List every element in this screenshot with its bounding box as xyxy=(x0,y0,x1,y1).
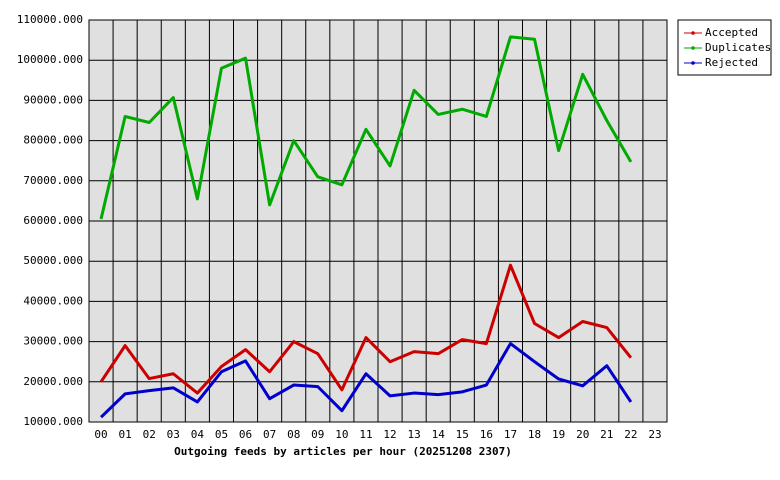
series-line xyxy=(99,35,633,220)
y-tick-label: 20000.000 xyxy=(23,375,83,388)
legend-label: Accepted xyxy=(705,26,758,39)
legend-label: Duplicates xyxy=(705,41,771,54)
x-tick-label: 21 xyxy=(600,428,613,441)
legend-marker xyxy=(691,31,695,35)
x-tick-label: 18 xyxy=(528,428,541,441)
series-line xyxy=(99,263,633,395)
legend-marker xyxy=(691,61,695,65)
x-tick-label: 10 xyxy=(335,428,348,441)
x-tick-label: 12 xyxy=(383,428,396,441)
x-tick-label: 19 xyxy=(552,428,565,441)
x-tick-label: 23 xyxy=(648,428,661,441)
y-tick-label: 50000.000 xyxy=(23,254,83,267)
x-tick-label: 17 xyxy=(504,428,517,441)
x-tick-label: 13 xyxy=(408,428,421,441)
y-tick-label: 40000.000 xyxy=(23,294,83,307)
y-tick-label: 80000.000 xyxy=(23,134,83,147)
x-tick-label: 11 xyxy=(359,428,372,441)
x-tick-label: 01 xyxy=(119,428,132,441)
x-tick-label: 04 xyxy=(191,428,205,441)
y-tick-label: 70000.000 xyxy=(23,174,83,187)
x-tick-label: 22 xyxy=(624,428,637,441)
series-line xyxy=(99,342,633,419)
y-tick-label: 110000.000 xyxy=(17,13,83,26)
legend-label: Rejected xyxy=(705,56,758,69)
x-tick-label: 15 xyxy=(456,428,469,441)
x-tick-label: 16 xyxy=(480,428,493,441)
y-tick-label: 10000.000 xyxy=(23,415,83,428)
y-tick-label: 60000.000 xyxy=(23,214,83,227)
x-tick-label: 03 xyxy=(167,428,180,441)
legend-marker xyxy=(691,46,695,50)
x-tick-label: 06 xyxy=(239,428,252,441)
x-tick-label: 05 xyxy=(215,428,228,441)
x-axis-title: Outgoing feeds by articles per hour (202… xyxy=(174,445,512,458)
x-tick-label: 02 xyxy=(143,428,156,441)
y-tick-label: 100000.000 xyxy=(17,53,83,66)
y-tick-label: 30000.000 xyxy=(23,335,83,348)
x-tick-label: 00 xyxy=(94,428,107,441)
x-tick-label: 14 xyxy=(432,428,446,441)
x-tick-label: 09 xyxy=(311,428,324,441)
y-tick-label: 90000.000 xyxy=(23,93,83,106)
x-tick-label: 08 xyxy=(287,428,300,441)
x-tick-label: 20 xyxy=(576,428,589,441)
x-tick-label: 07 xyxy=(263,428,276,441)
